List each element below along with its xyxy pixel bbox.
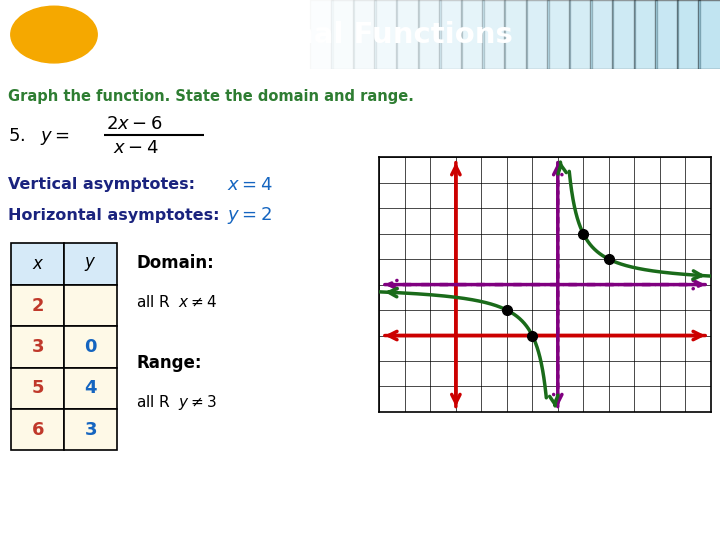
Text: $x-4$: $x-4$ [114, 139, 159, 158]
FancyBboxPatch shape [547, 0, 570, 69]
Text: all R  $x\neq4$: all R $x\neq4$ [136, 294, 217, 310]
Text: all R  $y\neq3$: all R $y\neq3$ [136, 393, 217, 412]
FancyBboxPatch shape [396, 0, 419, 69]
FancyBboxPatch shape [418, 0, 441, 69]
Text: 5: 5 [32, 379, 44, 397]
Text: $x=4$: $x=4$ [227, 176, 272, 194]
FancyBboxPatch shape [612, 0, 635, 69]
FancyBboxPatch shape [461, 0, 484, 69]
FancyBboxPatch shape [353, 0, 376, 69]
FancyBboxPatch shape [64, 244, 117, 285]
Text: $y=2$: $y=2$ [227, 205, 271, 226]
FancyBboxPatch shape [634, 0, 657, 69]
Text: $x$: $x$ [32, 255, 44, 273]
FancyBboxPatch shape [439, 0, 462, 69]
Text: 3: 3 [32, 338, 44, 356]
Text: Rational Functions: Rational Functions [207, 21, 513, 49]
Text: $y$: $y$ [84, 255, 97, 273]
FancyBboxPatch shape [12, 409, 64, 450]
FancyBboxPatch shape [12, 244, 64, 285]
Text: Graph the function. State the domain and range.: Graph the function. State the domain and… [7, 89, 413, 104]
Ellipse shape [11, 6, 97, 63]
FancyBboxPatch shape [504, 0, 527, 69]
Text: $2x-6$: $2x-6$ [106, 114, 162, 133]
FancyBboxPatch shape [526, 0, 549, 69]
Text: $5.\ \ y=$: $5.\ \ y=$ [7, 126, 69, 147]
FancyBboxPatch shape [331, 0, 354, 69]
FancyBboxPatch shape [482, 0, 505, 69]
Text: Domain:: Domain: [136, 254, 214, 272]
Text: Vertical asymptotes:: Vertical asymptotes: [7, 177, 194, 192]
FancyBboxPatch shape [12, 285, 64, 326]
FancyBboxPatch shape [64, 368, 117, 409]
Text: 6: 6 [32, 421, 44, 438]
FancyBboxPatch shape [64, 409, 117, 450]
Text: Copyright © by Holt Mc Dougal. All Rights Reserved.: Copyright © by Holt Mc Dougal. All Right… [518, 518, 720, 527]
FancyBboxPatch shape [12, 326, 64, 368]
Text: Range:: Range: [136, 354, 202, 372]
Text: 4: 4 [84, 379, 97, 397]
FancyBboxPatch shape [655, 0, 678, 69]
FancyBboxPatch shape [590, 0, 613, 69]
Text: Holt McDougal Algebra 2: Holt McDougal Algebra 2 [11, 516, 176, 529]
FancyBboxPatch shape [569, 0, 592, 69]
FancyBboxPatch shape [698, 0, 720, 69]
FancyBboxPatch shape [64, 326, 117, 368]
FancyBboxPatch shape [64, 285, 117, 326]
Text: 3: 3 [84, 421, 97, 438]
FancyBboxPatch shape [677, 0, 700, 69]
Text: Horizontal asymptotes:: Horizontal asymptotes: [7, 207, 219, 222]
Text: 2: 2 [32, 296, 44, 314]
FancyBboxPatch shape [374, 0, 397, 69]
FancyBboxPatch shape [12, 368, 64, 409]
Text: 0: 0 [84, 338, 97, 356]
